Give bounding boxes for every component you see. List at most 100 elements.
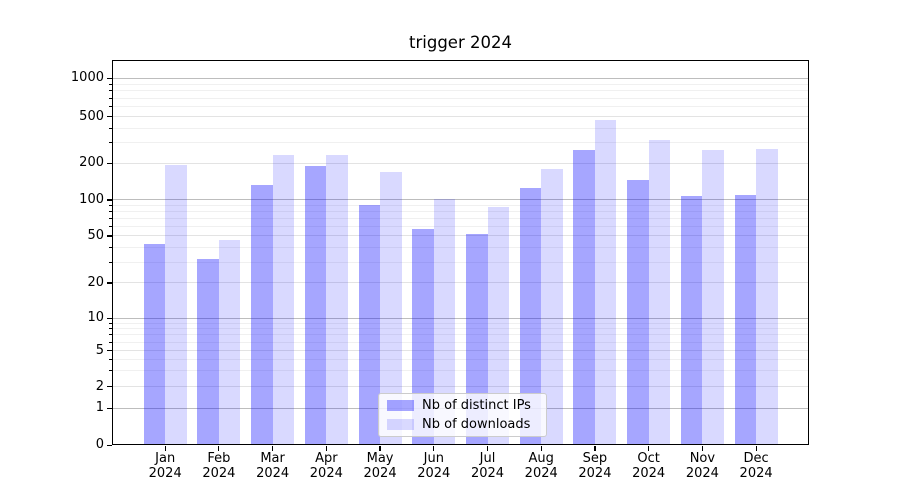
gridline-y-30 (112, 261, 809, 263)
gridline-y-300 (112, 142, 809, 144)
y-minor-tick-mark-8 (109, 328, 112, 330)
x-tick-mark-jun (433, 446, 435, 451)
y-minor-tick-mark-400 (109, 127, 112, 129)
y-tick-mark-1 (107, 407, 112, 409)
bar-ips-mar (251, 184, 273, 445)
gridline-y-9 (112, 322, 809, 324)
bar-downloads-nov (702, 149, 724, 445)
gridline-y-70 (112, 218, 809, 219)
y-minor-tick-mark-70 (109, 218, 112, 219)
gridline-y-400 (112, 127, 809, 129)
y-tick-mark-1000 (107, 77, 112, 79)
gridline-y-5 (112, 350, 809, 352)
gridline-y-20 (112, 282, 809, 284)
y-minor-tick-mark-900 (109, 83, 112, 85)
legend-label-downloads: Nb of downloads (422, 417, 531, 432)
x-tick-mark-nov (701, 446, 703, 451)
y-tick-label-50: 50 (87, 227, 104, 243)
gridline-y-900 (112, 83, 809, 85)
gridline-y-90 (112, 204, 809, 206)
x-tick-label-jul: Jul 2024 (470, 451, 505, 481)
y-minor-tick-mark-90 (109, 204, 112, 206)
bar-downloads-jan (165, 165, 187, 445)
x-tick-label-jan: Jan 2024 (148, 451, 182, 481)
gridline-y-600 (112, 106, 809, 108)
gridline-y-1000 (112, 77, 809, 79)
y-tick-label-2: 2 (95, 378, 104, 394)
x-tick-mark-jul (486, 446, 489, 451)
bar-downloads-sep (594, 120, 617, 445)
y-minor-tick-mark-800 (109, 90, 112, 92)
y-minor-tick-mark-6 (109, 341, 112, 343)
gridline-y-6 (112, 341, 809, 343)
y-tick-mark-0 (107, 444, 112, 446)
y-tick-mark-20 (107, 282, 112, 284)
x-tick-label-aug: Aug 2024 (524, 451, 558, 481)
y-minor-tick-mark-30 (109, 261, 112, 263)
y-minor-tick-mark-300 (109, 142, 112, 144)
bar-ips-nov (680, 196, 703, 445)
gridline-y-800 (112, 90, 809, 92)
x-tick-mark-may (379, 446, 381, 451)
y-minor-tick-mark-700 (109, 97, 112, 99)
x-tick-mark-feb (218, 446, 220, 451)
y-tick-label-100: 100 (79, 191, 104, 207)
bar-downloads-aug (541, 169, 563, 445)
bar-downloads-mar (272, 155, 295, 445)
legend: Nb of distinct IPs Nb of downloads (378, 393, 547, 437)
bar-ips-jul (466, 233, 488, 445)
gridline-y-500 (112, 116, 809, 118)
x-tick-label-sep: Sep 2024 (578, 451, 612, 481)
gridline-y-700 (112, 97, 809, 99)
y-tick-label-500: 500 (79, 108, 104, 124)
gridline-y-10 (112, 317, 809, 319)
x-tick-mark-apr (325, 446, 327, 451)
x-tick-label-apr: Apr 2024 (309, 451, 343, 481)
y-minor-tick-mark-3 (109, 370, 112, 372)
x-tick-mark-dec (755, 446, 757, 451)
bar-ips-jun (412, 229, 434, 445)
x-tick-label-mar: Mar 2024 (256, 451, 290, 481)
bar-ips-aug (519, 187, 542, 445)
gridline-y-3 (112, 370, 809, 372)
bar-downloads-may (380, 171, 402, 445)
y-tick-mark-2 (107, 386, 112, 388)
y-minor-tick-mark-600 (109, 106, 112, 108)
y-tick-mark-100 (107, 199, 112, 201)
gridline-y-4 (112, 358, 809, 360)
y-tick-label-10: 10 (87, 310, 104, 326)
bar-ips-feb (197, 258, 219, 445)
bar-ips-may (358, 204, 381, 445)
legend-item-distinct-ips: Nb of distinct IPs (387, 396, 538, 415)
y-tick-mark-200 (107, 162, 112, 164)
x-tick-mark-aug (540, 446, 542, 451)
y-tick-mark-50 (107, 235, 112, 237)
bar-downloads-dec (756, 148, 778, 445)
y-minor-tick-mark-40 (109, 246, 112, 248)
bar-downloads-jun (433, 198, 456, 445)
bar-ips-apr (304, 166, 327, 445)
x-tick-label-oct: Oct 2024 (632, 451, 666, 481)
y-tick-mark-10 (107, 317, 112, 319)
gridline-y-80 (112, 211, 809, 213)
bar-ips-dec (734, 195, 757, 445)
x-tick-mark-sep (594, 446, 596, 451)
legend-item-downloads: Nb of downloads (387, 415, 538, 434)
gridline-y-100 (112, 199, 809, 201)
x-tick-label-feb: Feb 2024 (202, 451, 236, 481)
x-tick-label-may: May 2024 (363, 451, 397, 481)
y-tick-label-0: 0 (95, 437, 104, 452)
gridline-y-50 (112, 235, 809, 237)
y-tick-label-200: 200 (79, 155, 104, 171)
x-tick-label-dec: Dec 2024 (739, 451, 773, 481)
gridline-y-8 (112, 328, 809, 330)
y-minor-tick-mark-9 (109, 322, 112, 324)
bar-ips-oct (627, 180, 649, 445)
bar-downloads-oct (648, 139, 671, 445)
bar-downloads-jul (487, 207, 509, 445)
x-tick-mark-mar (272, 446, 274, 451)
y-minor-tick-mark-60 (109, 226, 112, 227)
y-minor-tick-mark-7 (109, 334, 112, 336)
x-tick-label-jun: Jun 2024 (417, 451, 451, 481)
